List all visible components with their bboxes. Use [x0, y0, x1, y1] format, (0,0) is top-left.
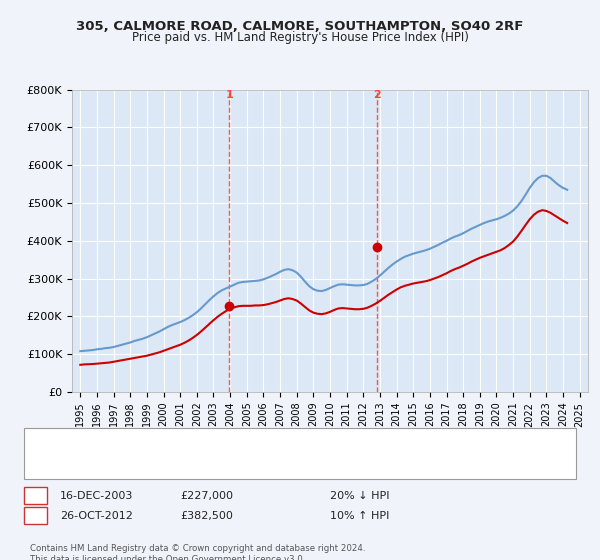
Text: £227,000: £227,000	[180, 491, 233, 501]
Text: 1: 1	[226, 90, 233, 100]
Text: 2: 2	[32, 511, 39, 521]
Text: 20% ↓ HPI: 20% ↓ HPI	[330, 491, 389, 501]
Text: Price paid vs. HM Land Registry's House Price Index (HPI): Price paid vs. HM Land Registry's House …	[131, 31, 469, 44]
Text: 2: 2	[373, 90, 381, 100]
Text: £382,500: £382,500	[180, 511, 233, 521]
Text: Contains HM Land Registry data © Crown copyright and database right 2024.
This d: Contains HM Land Registry data © Crown c…	[30, 544, 365, 560]
Text: 10% ↑ HPI: 10% ↑ HPI	[330, 511, 389, 521]
Text: 26-OCT-2012: 26-OCT-2012	[60, 511, 133, 521]
Text: 16-DEC-2003: 16-DEC-2003	[60, 491, 133, 501]
Text: HPI: Average price, detached house, New Forest: HPI: Average price, detached house, New …	[66, 457, 306, 467]
Text: 1: 1	[32, 491, 39, 501]
Text: 305, CALMORE ROAD, CALMORE, SOUTHAMPTON, SO40 2RF: 305, CALMORE ROAD, CALMORE, SOUTHAMPTON,…	[76, 20, 524, 32]
Text: 305, CALMORE ROAD, CALMORE, SOUTHAMPTON, SO40 2RF (detached house): 305, CALMORE ROAD, CALMORE, SOUTHAMPTON,…	[66, 435, 457, 445]
